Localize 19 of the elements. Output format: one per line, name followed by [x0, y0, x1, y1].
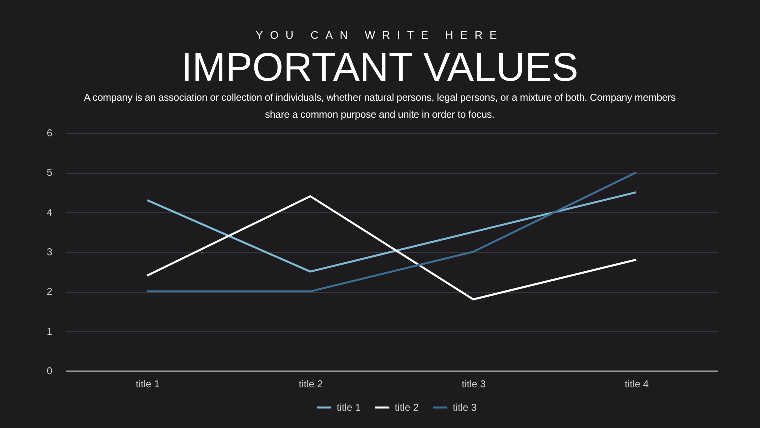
chart-subtitle: YOU CAN WRITE HERE — [254, 29, 506, 43]
chart-title: IMPORTANT VALUES — [180, 46, 580, 90]
y-tick-label: 0 — [46, 366, 53, 378]
y-tick-label: 1 — [46, 326, 53, 338]
line-series — [146, 192, 638, 273]
y-tick-label: 3 — [46, 248, 53, 258]
y-tick-label: 5 — [46, 168, 53, 180]
y-tick-label: 2 — [46, 287, 53, 298]
y-tick-label: 6 — [46, 128, 53, 140]
legend-label: title 3 — [453, 402, 478, 414]
x-tick-label: title 3 — [462, 380, 486, 390]
line-series — [146, 195, 638, 301]
y-tick-label: 4 — [46, 208, 53, 219]
legend-label: title 1 — [337, 402, 362, 414]
x-tick-label: title 1 — [136, 380, 160, 390]
x-tick-label: title 2 — [299, 380, 324, 390]
x-tick-label: title 4 — [625, 380, 650, 390]
text: A company is an association or collection of individuals, whether natural persons, legal persons, or a mixture of both. Company members share a common purpose and unite in order to focus. — [83, 92, 677, 123]
legend-label: title 2 — [395, 402, 420, 414]
